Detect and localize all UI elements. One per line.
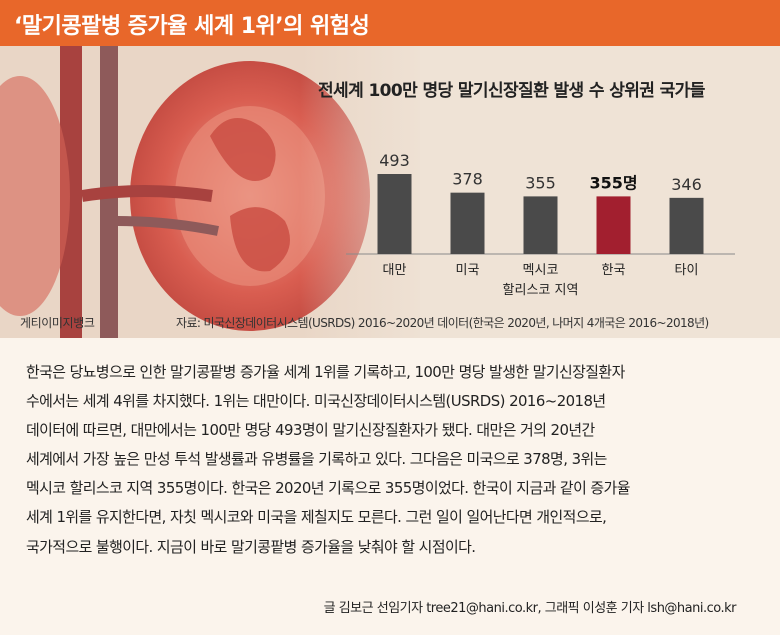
value-label: 355명: [589, 173, 637, 192]
article-line: 세계에서 가장 높은 만성 투석 발생률과 유병률을 기록하고 있다. 그다음은…: [26, 450, 607, 469]
data-source: 자료: 미국신장데이터시스템(USRDS) 2016~2020년 데이터(한국은…: [176, 316, 709, 330]
chart-title: 전세계 100만 명당 말기신장질환 발생 수 상위권 국가들: [318, 81, 705, 101]
bar-대만: [377, 174, 412, 254]
category-label: 한국: [602, 263, 626, 278]
bar-타이: [669, 197, 704, 254]
category-label: 타이: [675, 263, 699, 278]
bar-미국: [450, 192, 485, 254]
category-label-line2: 할리스코 지역: [503, 283, 579, 298]
article-line: 한국은 당뇨병으로 인한 말기콩팥병 증가율 세계 1위를 기록하고, 100만…: [26, 363, 625, 381]
hero-panel: 전세계 100만 명당 말기신장질환 발생 수 상위권 국가들 493 대만 378…: [0, 46, 780, 338]
article-line: 국가적으로 불행이다. 지금이 바로 말기콩팥병 증가율을 낮춰야 할 시점이다…: [26, 537, 476, 556]
category-label: 미국: [456, 263, 480, 278]
value-label: 493: [379, 151, 410, 170]
byline: 글 김보근 선임기자 tree21@hani.co.kr, 그래픽 이성훈 기자…: [323, 601, 737, 616]
article-line: 데이터에 따르면, 대만에서는 100만 명당 493명이 말기신장질환자가 됐…: [26, 421, 595, 440]
header-title: ‘말기콩팥병 증가율 세계 1위’의 위험성: [14, 14, 370, 39]
value-label: 346: [671, 175, 702, 194]
value-label: 378: [452, 170, 483, 189]
article-body: 한국은 당뇨병으로 인한 말기콩팥병 증가율 세계 1위를 기록하고, 100만…: [26, 358, 761, 562]
article-line: 멕시코 할리스코 지역 355명이다. 한국은 2020년 기록으로 355명이…: [26, 479, 630, 498]
bar-한국: [596, 196, 631, 254]
article-line: 수에서는 세계 4위를 차지했다. 1위는 대만이다. 미국신장데이터시스템(U…: [26, 392, 606, 411]
value-label: 355: [525, 173, 556, 192]
header-bar: ‘말기콩팥병 증가율 세계 1위’의 위험성: [0, 0, 780, 46]
article-line: 세계 1위를 유지한다면, 자칫 멕시코와 미국을 제칠지도 모른다. 그런 일…: [26, 508, 607, 527]
category-label: 대만: [383, 263, 407, 278]
kidney-illustration: [0, 46, 440, 338]
category-label: 멕시코: [523, 263, 559, 278]
bar-멕시코: [523, 196, 558, 254]
photo-credit: 게티이미지뱅크: [20, 316, 95, 330]
